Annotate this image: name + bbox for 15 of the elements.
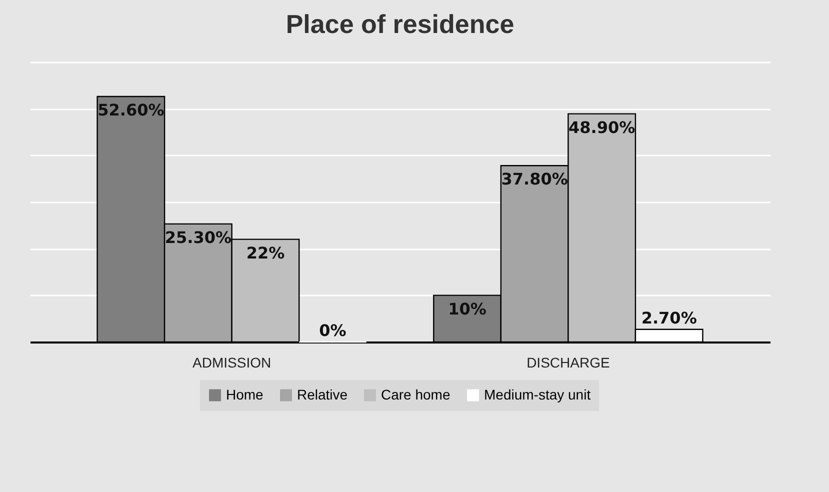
data-label: 48.90%	[568, 118, 636, 137]
data-label: 37.80%	[501, 170, 568, 189]
x-tick-label: DISCHARGE	[526, 354, 610, 370]
legend-label: Relative	[297, 386, 348, 402]
legend-label: Medium-stay unit	[484, 386, 591, 402]
data-label: 25.30%	[164, 228, 232, 247]
data-label: 52.60%	[98, 100, 164, 120]
data-label: 2.70%	[641, 308, 697, 328]
data-label: 22%	[246, 243, 285, 262]
data-label: 0%	[319, 321, 346, 340]
data-label: 10%	[448, 299, 486, 318]
legend-label: Home	[226, 386, 264, 402]
x-tick-label: ADMISSION	[192, 354, 272, 370]
legend-label: Care home	[381, 386, 450, 402]
chart-title: Place of residence	[286, 9, 514, 39]
